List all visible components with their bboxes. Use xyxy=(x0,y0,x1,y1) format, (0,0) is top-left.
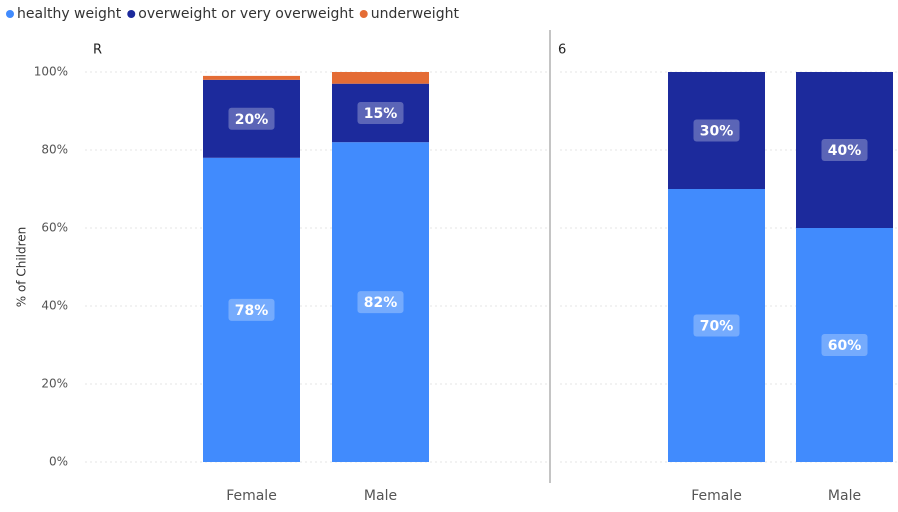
data-label-box xyxy=(357,101,404,124)
legend-label: overweight or very overweight xyxy=(138,6,354,22)
data-label-box xyxy=(228,298,275,321)
legend-marker xyxy=(6,10,14,18)
data-label: 30% xyxy=(700,124,734,140)
bar-segment xyxy=(332,83,429,143)
data-label-box xyxy=(228,107,275,130)
data-label-box xyxy=(693,119,740,142)
y-tick-label: 40% xyxy=(41,299,68,313)
bar-segment xyxy=(203,79,300,158)
bar-segment xyxy=(332,142,429,462)
data-label-box xyxy=(821,139,868,161)
bar-segment xyxy=(203,75,300,80)
bar-segment xyxy=(668,72,765,189)
y-tick-label: 20% xyxy=(41,377,68,391)
data-label-box xyxy=(693,314,740,337)
y-tick-label: 0% xyxy=(49,455,68,469)
panel-title: 6 xyxy=(558,43,566,58)
data-label: 70% xyxy=(700,319,734,335)
bar-segment xyxy=(668,189,765,462)
data-label: 15% xyxy=(364,106,398,122)
data-label-box xyxy=(821,334,868,356)
data-label: 20% xyxy=(235,112,269,128)
legend-marker xyxy=(359,10,368,18)
legend-marker xyxy=(127,10,136,18)
legend-label: underweight xyxy=(371,6,460,22)
y-tick-label: 80% xyxy=(41,143,68,157)
bar-segment xyxy=(203,157,300,463)
bar-segment xyxy=(796,228,893,462)
data-label: 82% xyxy=(364,295,398,311)
x-tick-label: Female xyxy=(691,488,742,504)
data-label: 60% xyxy=(828,338,862,354)
y-tick-label: 100% xyxy=(34,65,68,79)
bar-segment xyxy=(332,72,429,84)
y-axis-label: % of Children xyxy=(15,227,29,308)
legend-label: healthy weight xyxy=(17,6,122,22)
x-tick-label: Male xyxy=(828,488,861,504)
panel-title: R xyxy=(93,43,102,58)
x-tick-label: Female xyxy=(226,488,277,504)
x-tick-label: Male xyxy=(364,488,397,504)
bar-segment xyxy=(796,72,893,228)
data-label: 40% xyxy=(828,143,862,159)
data-label-box xyxy=(357,291,404,314)
data-label: 78% xyxy=(235,303,269,319)
y-tick-label: 60% xyxy=(41,221,68,235)
